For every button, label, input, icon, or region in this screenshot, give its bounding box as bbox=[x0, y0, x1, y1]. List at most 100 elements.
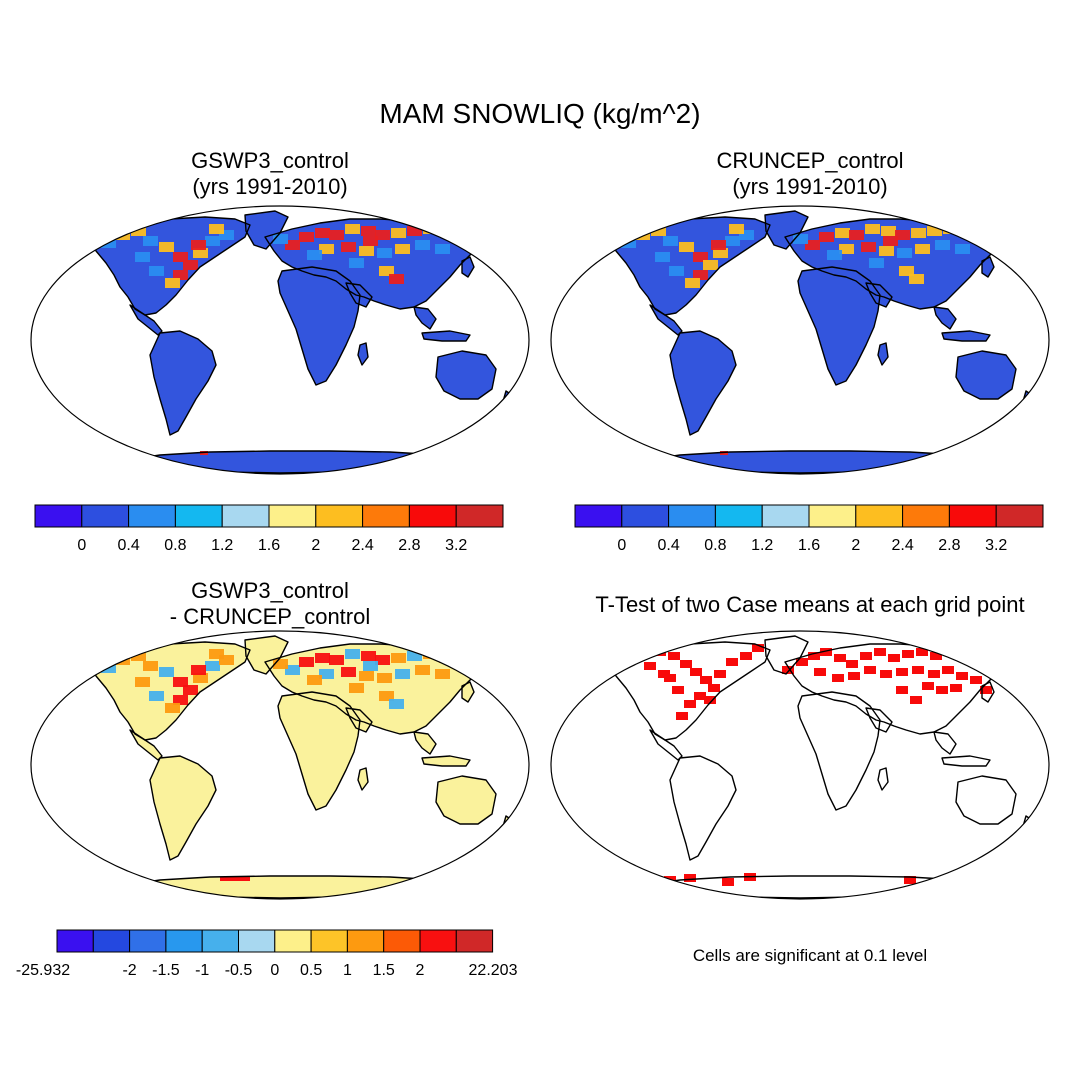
significant-cell bbox=[864, 666, 876, 674]
snow-cell bbox=[363, 236, 378, 246]
colorbar-swatch bbox=[315, 504, 364, 528]
significant-cell bbox=[848, 672, 860, 680]
snow-cell bbox=[191, 240, 206, 250]
coastline-northAmerica bbox=[89, 216, 251, 316]
colorbar-swatch bbox=[201, 929, 239, 953]
significant-cell bbox=[726, 658, 738, 666]
land-centralAmerica bbox=[130, 730, 162, 760]
colorbar-tick-label: 1.6 bbox=[258, 537, 280, 554]
coastline-australia bbox=[955, 350, 1017, 400]
colorbar-tick-label: 0.4 bbox=[117, 537, 139, 554]
map-cruncep bbox=[550, 205, 1050, 475]
colorbar-swatch bbox=[174, 504, 223, 528]
diff-cell bbox=[375, 655, 390, 665]
land-australia bbox=[436, 351, 496, 399]
panel-cruncep-title-line2: (yrs 1991-2010) bbox=[732, 174, 888, 199]
snow-cell bbox=[987, 240, 1002, 250]
significant-cell bbox=[860, 652, 872, 660]
significant-cell bbox=[936, 686, 948, 694]
panel-gswp3-title: GSWP3_control (yrs 1991-2010) bbox=[120, 148, 420, 200]
significant-cell bbox=[640, 650, 652, 658]
snow-cell bbox=[165, 278, 180, 288]
snow-cell bbox=[911, 228, 926, 238]
panel-cruncep-title-line1: CRUNCEP_control bbox=[716, 148, 904, 173]
snow-cell bbox=[273, 234, 288, 244]
significant-cell bbox=[956, 672, 968, 680]
significant-cell bbox=[808, 652, 820, 660]
snow-cell bbox=[319, 244, 334, 254]
diff-cell bbox=[205, 661, 220, 671]
colorbar-tick-label: 22.203 bbox=[469, 962, 518, 979]
land-indonesia bbox=[942, 331, 990, 341]
significant-cell bbox=[714, 670, 726, 678]
colorbar-tick-label: 1.5 bbox=[373, 962, 395, 979]
snow-cell bbox=[467, 240, 482, 250]
colorbar-swatch bbox=[761, 504, 810, 528]
map-ttest bbox=[550, 630, 1050, 900]
colorbar-tick-label: -2 bbox=[122, 962, 136, 979]
snow-cell bbox=[655, 252, 670, 262]
snow-cell bbox=[345, 224, 360, 234]
significant-cell bbox=[912, 666, 924, 674]
colorbar-swatch bbox=[621, 504, 670, 528]
colorbar-tick-label: 2.8 bbox=[938, 537, 960, 554]
coastline-arabia bbox=[865, 707, 893, 733]
diff-cell bbox=[435, 669, 450, 679]
snow-cell bbox=[159, 242, 174, 252]
colorbar-swatch bbox=[855, 504, 904, 528]
colorbar-swatch bbox=[268, 504, 317, 528]
colorbar-tick-label: 0 bbox=[270, 962, 279, 979]
colorbar-swatch bbox=[129, 929, 167, 953]
colorbar-tick-label: 2 bbox=[311, 537, 320, 554]
snow-cell bbox=[183, 260, 198, 270]
diff-cell bbox=[379, 691, 394, 701]
snow-cell bbox=[973, 230, 988, 240]
colorbar-tick-label: 1 bbox=[343, 962, 352, 979]
coastline-seAsia bbox=[933, 306, 957, 330]
panel-gswp3-title-line2: (yrs 1991-2010) bbox=[192, 174, 348, 199]
snow-cell bbox=[685, 278, 700, 288]
colorbar-swatch bbox=[34, 504, 83, 528]
coastline-japan bbox=[461, 256, 475, 278]
significant-cell bbox=[834, 654, 846, 662]
snow-cell bbox=[315, 228, 330, 238]
colorbar-tick-label: 2 bbox=[851, 537, 860, 554]
colorbar-swatch bbox=[408, 504, 457, 528]
significant-cell bbox=[874, 648, 886, 656]
snow-cell bbox=[935, 240, 950, 250]
coastline-australia bbox=[435, 775, 497, 825]
snow-cell bbox=[909, 274, 924, 284]
coastline-japan bbox=[461, 681, 475, 703]
snow-cell bbox=[193, 248, 208, 258]
colorbar-tick-label: 3.2 bbox=[445, 537, 467, 554]
land-greenland bbox=[245, 636, 288, 674]
colorbar-tick-label: 2.8 bbox=[398, 537, 420, 554]
colorbar-swatch bbox=[238, 929, 276, 953]
snow-cell bbox=[329, 230, 344, 240]
land-africa bbox=[798, 267, 880, 385]
snow-cell bbox=[209, 224, 224, 234]
coastline-greenland bbox=[244, 210, 289, 250]
map-border bbox=[550, 630, 1050, 900]
diff-cell bbox=[143, 661, 158, 671]
coastline-africa bbox=[797, 691, 881, 811]
land-greenland bbox=[765, 211, 808, 249]
coastline-indonesia bbox=[421, 330, 471, 342]
colorbar-tick-label: 0.8 bbox=[704, 537, 726, 554]
map-border bbox=[30, 630, 530, 900]
snow-cell bbox=[359, 246, 374, 256]
diff-cell bbox=[299, 657, 314, 667]
diff-cell bbox=[329, 655, 344, 665]
snow-cell bbox=[899, 266, 914, 276]
significant-cell bbox=[888, 654, 900, 662]
diff-cell bbox=[439, 653, 454, 663]
snow-cell bbox=[861, 242, 876, 252]
snow-cell bbox=[959, 228, 974, 238]
map-border bbox=[550, 205, 1050, 475]
snow-cell bbox=[395, 244, 410, 254]
significant-cell bbox=[684, 700, 696, 708]
colorbar-cruncep: 0 0.4 0.8 1.2 1.6 2 2.4 2.8 3.2 bbox=[574, 504, 1044, 554]
significant-cell bbox=[910, 696, 922, 704]
snow-cell bbox=[693, 252, 708, 262]
significant-cell bbox=[684, 874, 696, 882]
